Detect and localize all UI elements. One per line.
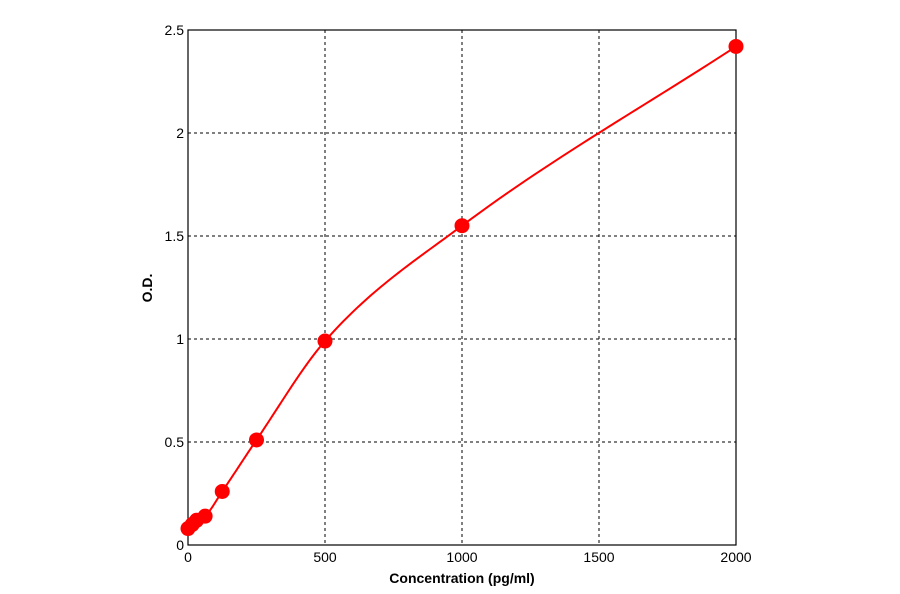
y-axis-title: O.D.	[139, 274, 155, 303]
data-point	[197, 508, 213, 524]
y-tick-label: 0.5	[165, 434, 185, 450]
x-axis-tick-labels: 0 500 1000 1500 2000	[184, 549, 752, 565]
data-points	[180, 38, 744, 537]
y-tick-label: 2	[176, 125, 184, 141]
x-tick-label: 1500	[583, 549, 614, 565]
x-tick-label: 500	[313, 549, 337, 565]
plot-area	[187, 29, 737, 546]
grid-lines	[188, 30, 736, 545]
y-tick-label: 1	[176, 331, 184, 347]
data-point	[728, 38, 744, 54]
data-point	[454, 218, 470, 234]
data-point	[249, 432, 264, 448]
y-tick-label: 0	[176, 537, 184, 553]
x-axis-title: Concentration (pg/ml)	[389, 570, 534, 586]
x-tick-label: 0	[184, 549, 192, 565]
y-axis-tick-labels: 0 0.5 1 1.5 2 2.5	[165, 22, 185, 553]
y-tick-label: 1.5	[165, 228, 185, 244]
y-tick-label: 2.5	[165, 22, 185, 38]
data-point	[317, 333, 333, 349]
x-tick-label: 2000	[720, 549, 751, 565]
data-point	[214, 483, 230, 499]
x-tick-label: 1000	[446, 549, 477, 565]
